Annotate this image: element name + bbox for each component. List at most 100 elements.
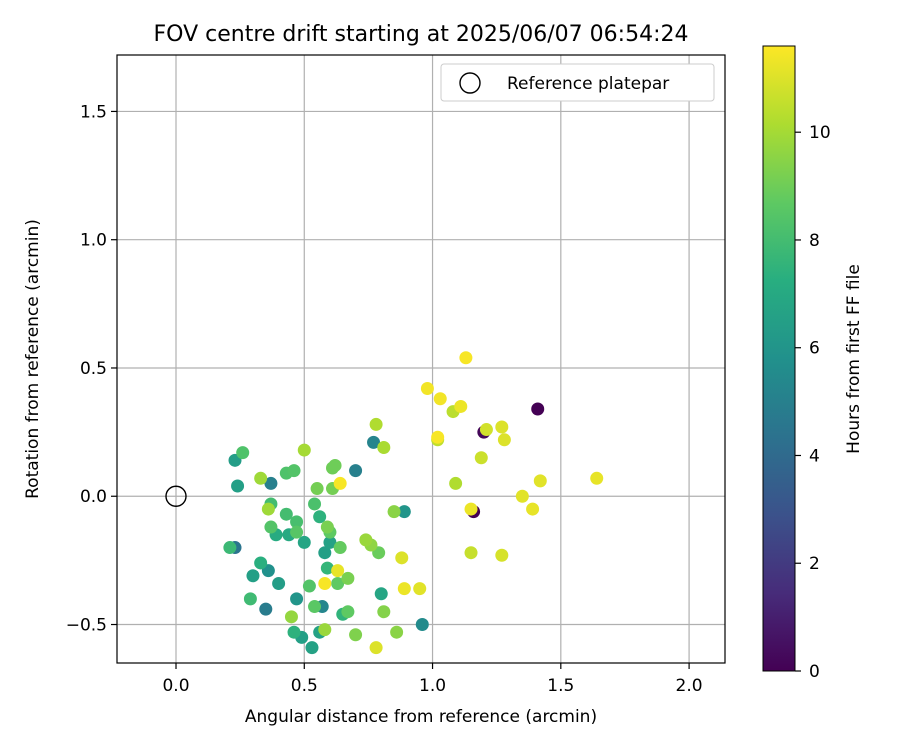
data-point [328,458,342,472]
data-point [259,602,273,616]
data-point [308,600,322,614]
data-point [495,548,509,562]
colorbar-gradient [762,45,796,672]
data-point [349,464,363,478]
data-point [395,551,409,565]
data-point [320,561,334,575]
x-tick-label: 2.0 [676,676,703,696]
data-point [318,623,332,637]
colorbar-tick-label: 0 [809,662,820,682]
x-ticks: 0.0 0.5 1.0 1.5 2.0 [162,663,703,696]
data-point [287,464,301,478]
data-point [464,546,478,560]
data-point [320,520,334,534]
data-point [474,451,488,465]
data-point [254,471,268,485]
legend-entry-reference-platepar: Reference platepar [507,74,669,94]
data-point [243,592,257,606]
data-point [254,556,268,570]
data-point [231,479,245,493]
data-point [369,417,383,431]
colorbar-tick-label: 4 [809,446,820,466]
reference-platepar-marker [165,485,187,507]
data-point [377,441,391,455]
data-point [310,482,324,496]
colorbar-tick-label: 2 [809,554,820,574]
data-point [531,402,545,416]
chart-title: FOV centre drift starting at 2025/06/07 … [154,22,689,47]
data-point [533,474,547,488]
data-point [420,382,434,396]
data-point [261,502,275,516]
colorbar: 0 2 4 6 8 10 Hours from first FF file [762,45,864,682]
data-point [415,618,429,632]
colorbar-ticks: 0 2 4 6 8 10 [795,123,831,682]
legend: Reference platepar [440,63,715,102]
data-point [323,535,337,549]
y-tick-label: 0.5 [80,359,107,379]
colorbar-label: Hours from first FF file [844,264,864,454]
data-point [302,579,316,593]
data-point [413,582,427,596]
data-point [479,423,493,437]
x-tick-label: 0.0 [162,676,189,696]
data-point [290,515,304,529]
data-point [495,420,509,434]
plot-area: 0.0 0.5 1.0 1.5 2.0 −0.5 0.0 0.5 1.0 1.5 [66,54,726,696]
data-point [433,392,447,406]
y-tick-label: 1.0 [80,231,107,251]
legend-reference-marker [459,72,481,94]
data-points [165,351,604,655]
data-point [464,502,478,516]
data-point [297,443,311,457]
data-point [287,625,301,639]
data-point [272,576,286,590]
data-point [331,564,345,578]
data-point [515,489,529,503]
x-axis-label: Angular distance from reference (arcmin) [245,707,597,727]
data-point [341,571,355,585]
data-point [397,582,411,596]
data-point [390,625,404,639]
data-point [449,476,463,490]
data-point [290,525,304,539]
x-tick-label: 0.5 [291,676,318,696]
data-point [333,476,347,490]
y-ticks: −0.5 0.0 0.5 1.0 1.5 [66,102,117,636]
y-tick-label: −0.5 [66,616,107,636]
legend-box [440,63,715,102]
x-tick-label: 1.5 [547,676,574,696]
data-point [297,535,311,549]
data-point [369,641,383,655]
data-point [497,433,511,447]
data-point [246,569,260,583]
data-point [349,628,363,642]
data-point [223,541,237,555]
data-point [377,605,391,619]
plot-frame [116,54,726,664]
x-tick-label: 1.0 [419,676,446,696]
data-point [279,507,293,521]
data-point [290,592,304,606]
data-point [331,576,345,590]
y-tick-label: 1.5 [80,102,107,122]
data-point [367,435,381,449]
data-point [454,399,468,413]
data-point [359,533,373,547]
data-point [590,471,604,485]
data-point [374,587,388,601]
data-point [431,430,445,444]
data-point [318,576,332,590]
data-point [236,446,250,460]
data-point [264,476,278,490]
data-point [387,505,401,519]
y-tick-label: 0.0 [80,487,107,507]
y-axis-label: Rotation from reference (arcmin) [23,219,43,499]
colorbar-tick-label: 10 [809,123,831,143]
data-point [333,541,347,555]
data-point [341,605,355,619]
data-point [318,546,332,560]
data-point [397,505,411,519]
data-point [313,510,327,524]
